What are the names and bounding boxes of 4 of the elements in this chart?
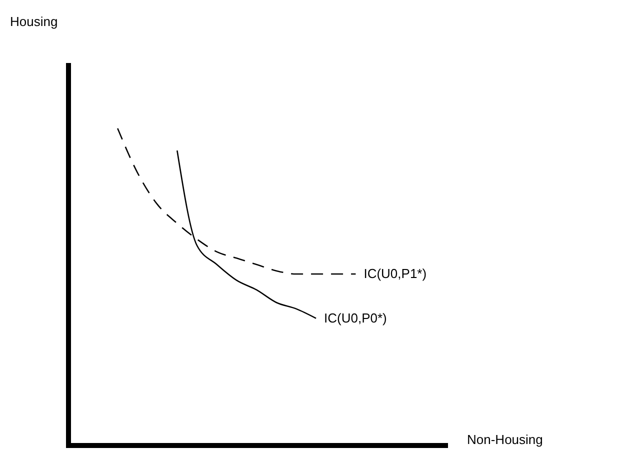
x-axis-title: Non-Housing: [467, 432, 543, 447]
series-label: IC(U0,P1*): [364, 266, 427, 281]
text: Housing: [10, 14, 58, 29]
series-label: IC(U0,P0*): [324, 310, 387, 326]
